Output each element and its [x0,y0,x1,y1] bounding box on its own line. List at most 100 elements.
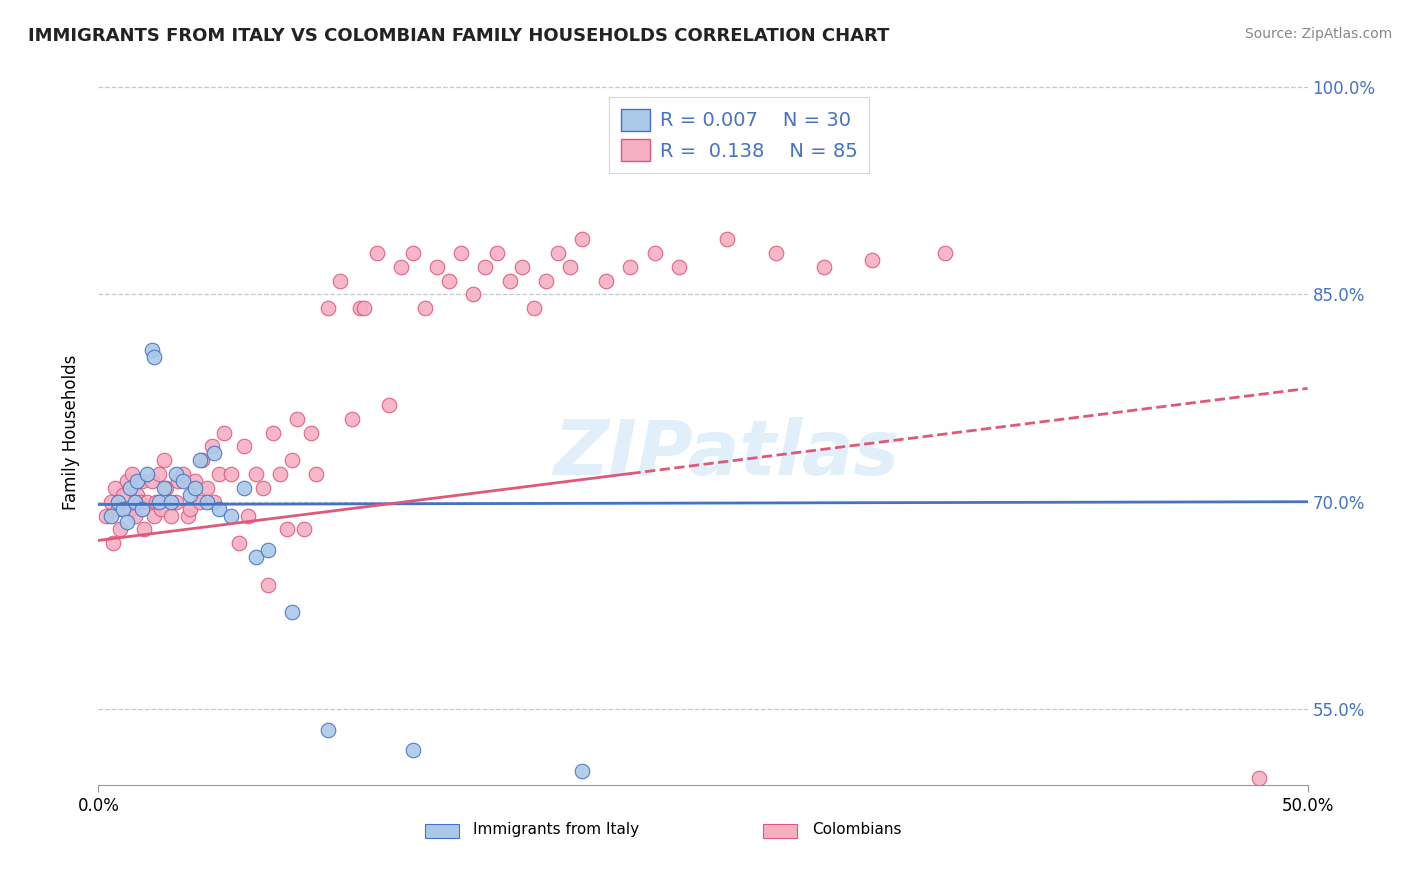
Point [510,260,533,274]
Point [389,260,412,274]
Point [141,474,163,488]
Point [474,260,496,274]
Point [813,260,835,274]
FancyBboxPatch shape [425,823,458,838]
Point [316,723,339,737]
Point [124,494,146,508]
Point [238,508,260,523]
Point [486,246,509,260]
Point [165,467,187,481]
Point [208,467,231,481]
Point [201,439,224,453]
Point [534,274,557,288]
Point [100,508,122,523]
Point [426,260,449,274]
Point [118,501,141,516]
Point [377,398,399,412]
Point [100,494,122,508]
Point [232,481,254,495]
Point [221,508,243,523]
Point [281,605,304,619]
Point [262,425,284,440]
Point [934,246,956,260]
Point [450,246,472,260]
Point [128,494,150,508]
Point [860,252,883,267]
Point [107,501,129,516]
Point [342,412,364,426]
Point [134,522,156,536]
Point [177,508,200,523]
Point [111,501,134,516]
Point [276,522,298,536]
Point [191,453,214,467]
Point [150,501,173,516]
Point [571,764,593,779]
Point [413,301,436,316]
Point [402,743,425,757]
Point [204,494,226,508]
Point [145,494,167,508]
Text: ZIPatlas: ZIPatlas [554,417,900,491]
Point [152,453,174,467]
Point [195,494,218,508]
Point [558,260,581,274]
Point [184,481,207,495]
Point [208,501,231,516]
Point [668,260,690,274]
Point [155,481,177,495]
Point [101,536,124,550]
Point [131,474,153,488]
Point [127,474,149,488]
FancyBboxPatch shape [763,823,797,838]
Point [299,425,322,440]
Point [179,501,201,516]
Point [135,467,157,481]
Point [188,494,211,508]
Point [124,508,146,523]
Point [104,481,127,495]
Point [160,494,183,508]
Point [571,232,593,246]
Point [281,453,304,467]
Point [212,425,235,440]
Point [269,467,291,481]
Point [402,246,425,260]
Point [498,274,520,288]
Point [195,481,218,495]
Point [716,232,738,246]
Point [108,522,131,536]
Text: Source: ZipAtlas.com: Source: ZipAtlas.com [1244,27,1392,41]
Point [252,481,274,495]
Point [143,350,166,364]
Point [221,467,243,481]
Point [437,274,460,288]
Point [547,246,569,260]
Point [165,494,187,508]
Point [179,488,201,502]
Point [188,453,211,467]
Point [148,494,170,508]
Point [117,516,139,530]
Point [285,412,308,426]
Point [121,467,143,481]
Point [152,481,174,495]
Point [366,246,388,260]
Point [619,260,641,274]
Y-axis label: Family Households: Family Households [62,355,80,510]
Point [118,481,141,495]
Point [765,246,787,260]
Point [595,274,617,288]
Point [1249,771,1271,785]
Point [353,301,375,316]
Point [232,439,254,453]
Point [172,467,194,481]
Point [184,474,207,488]
Point [131,501,153,516]
Point [94,508,117,523]
Point [135,494,157,508]
Point [111,488,134,502]
Point [228,536,250,550]
Point [167,474,190,488]
Point [292,522,315,536]
